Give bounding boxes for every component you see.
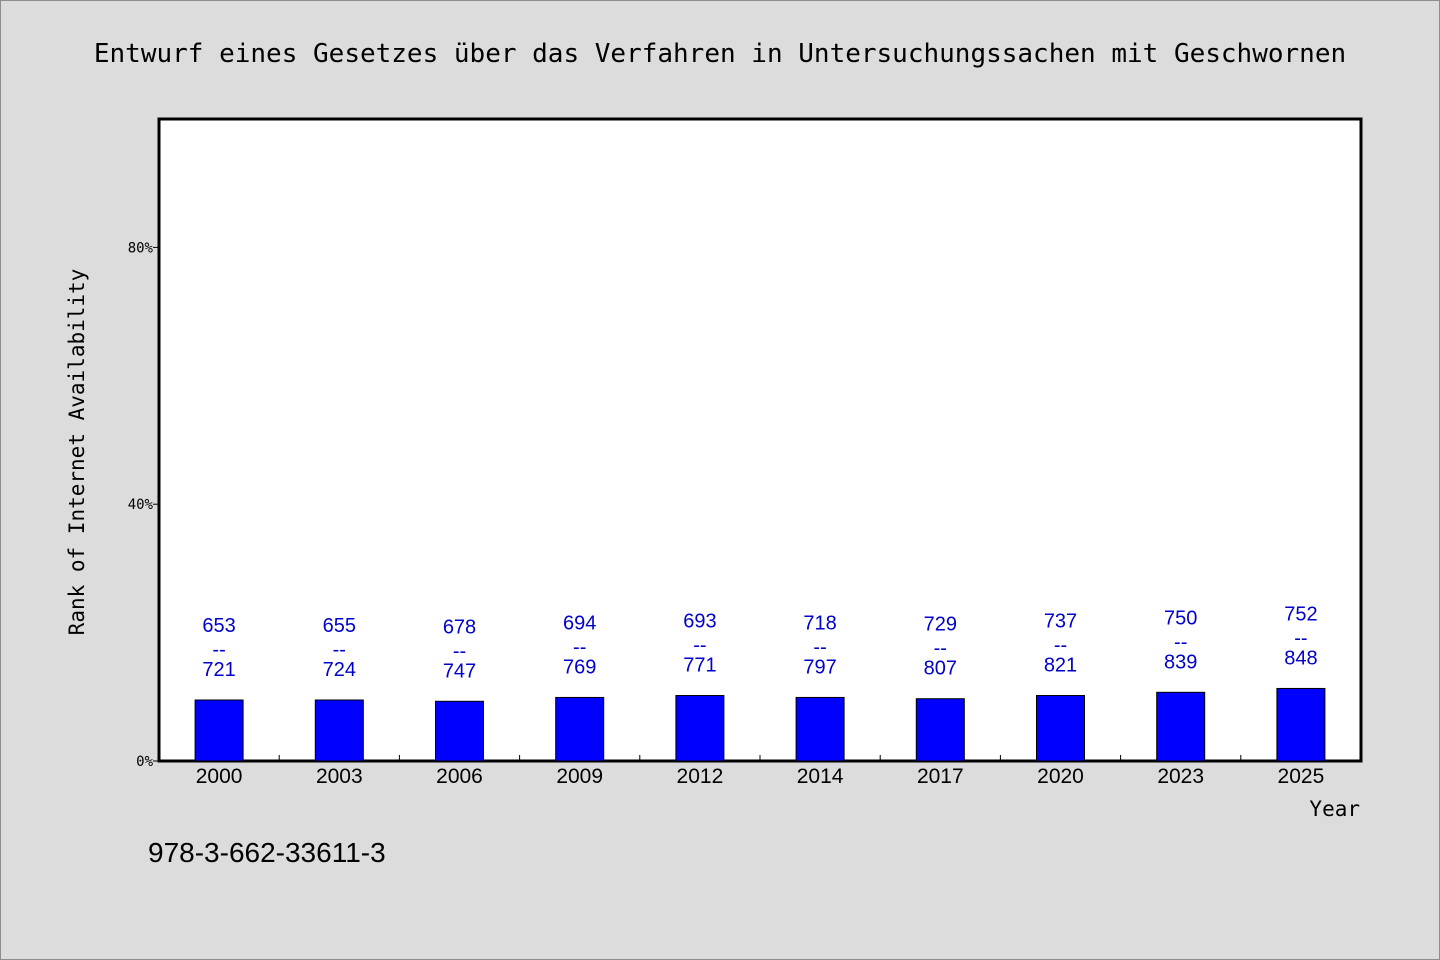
- bar: [194, 699, 244, 762]
- data-label-top: 655: [323, 615, 356, 637]
- data-label-top: 653: [202, 615, 235, 637]
- data-label-top: 678: [443, 616, 476, 638]
- y-axis-label: Rank of Internet Availability: [65, 269, 89, 636]
- data-label-bottom: 769: [563, 656, 596, 678]
- bar: [1276, 687, 1326, 762]
- bar: [795, 696, 845, 762]
- bar: [1036, 695, 1085, 762]
- bar: [915, 698, 965, 762]
- data-label-separator: --: [1294, 627, 1307, 649]
- data-labels-group: 653--721655--724678--747694--769693--771…: [202, 603, 1317, 682]
- data-label-separator: --: [212, 639, 225, 661]
- bar: [555, 696, 605, 762]
- x-tick-label: 2025: [1278, 765, 1325, 788]
- bar: [675, 695, 725, 762]
- data-label-bottom: 821: [1044, 655, 1077, 677]
- data-label-separator: --: [693, 635, 706, 657]
- data-label-separator: --: [573, 636, 586, 658]
- x-tick-label: 2003: [316, 765, 363, 788]
- chart-title: Entwurf eines Gesetzes über das Verfahre…: [94, 39, 1346, 69]
- data-label-separator: --: [813, 636, 826, 658]
- y-tick-label: 0%: [136, 754, 153, 770]
- data-label-top: 737: [1044, 611, 1077, 633]
- data-label-bottom: 721: [202, 659, 235, 681]
- x-tick-label: 2023: [1157, 765, 1204, 788]
- data-label-separator: --: [1054, 635, 1067, 657]
- footnote-isbn: 978-3-662-33611-3: [148, 837, 386, 868]
- x-tick-label: 2000: [196, 765, 243, 788]
- data-label-top: 694: [563, 612, 596, 634]
- data-label-bottom: 839: [1164, 651, 1197, 673]
- data-label-bottom: 771: [683, 655, 716, 677]
- bar: [1156, 691, 1206, 762]
- data-label-separator: --: [333, 639, 346, 661]
- data-label-top: 693: [683, 611, 716, 633]
- data-label-separator: --: [453, 640, 466, 662]
- x-axis-label: Year: [1309, 797, 1360, 821]
- data-label-bottom: 797: [803, 656, 836, 678]
- data-label-top: 752: [1284, 603, 1317, 625]
- data-label-separator: --: [1174, 631, 1187, 653]
- x-axis-ticks: 2000 2003 2006 2009 2012 2014 2017 2020 2023 2025: [196, 755, 1325, 788]
- x-tick-label: 2009: [556, 765, 603, 788]
- y-tick-label: 80%: [128, 240, 154, 256]
- y-tick-label: 40%: [128, 497, 154, 513]
- data-label-top: 729: [924, 614, 957, 636]
- x-tick-label: 2020: [1037, 765, 1084, 788]
- data-label-top: 750: [1164, 607, 1197, 629]
- x-tick-label: 2014: [797, 765, 844, 788]
- data-label-bottom: 724: [323, 659, 356, 681]
- data-label-bottom: 807: [924, 658, 957, 680]
- x-tick-label: 2012: [677, 765, 724, 788]
- x-tick-label: 2017: [917, 765, 964, 788]
- data-label-top: 718: [803, 612, 836, 634]
- data-label-bottom: 848: [1284, 647, 1317, 669]
- bar: [435, 700, 484, 762]
- y-axis-ticks: 0% 40% 80%: [128, 240, 159, 770]
- plot-area: [157, 117, 1363, 763]
- bar: [314, 699, 364, 762]
- x-tick-label: 2006: [436, 765, 483, 788]
- data-label-bottom: 747: [443, 660, 476, 682]
- bars-group: [194, 687, 1326, 762]
- data-label-separator: --: [934, 638, 947, 660]
